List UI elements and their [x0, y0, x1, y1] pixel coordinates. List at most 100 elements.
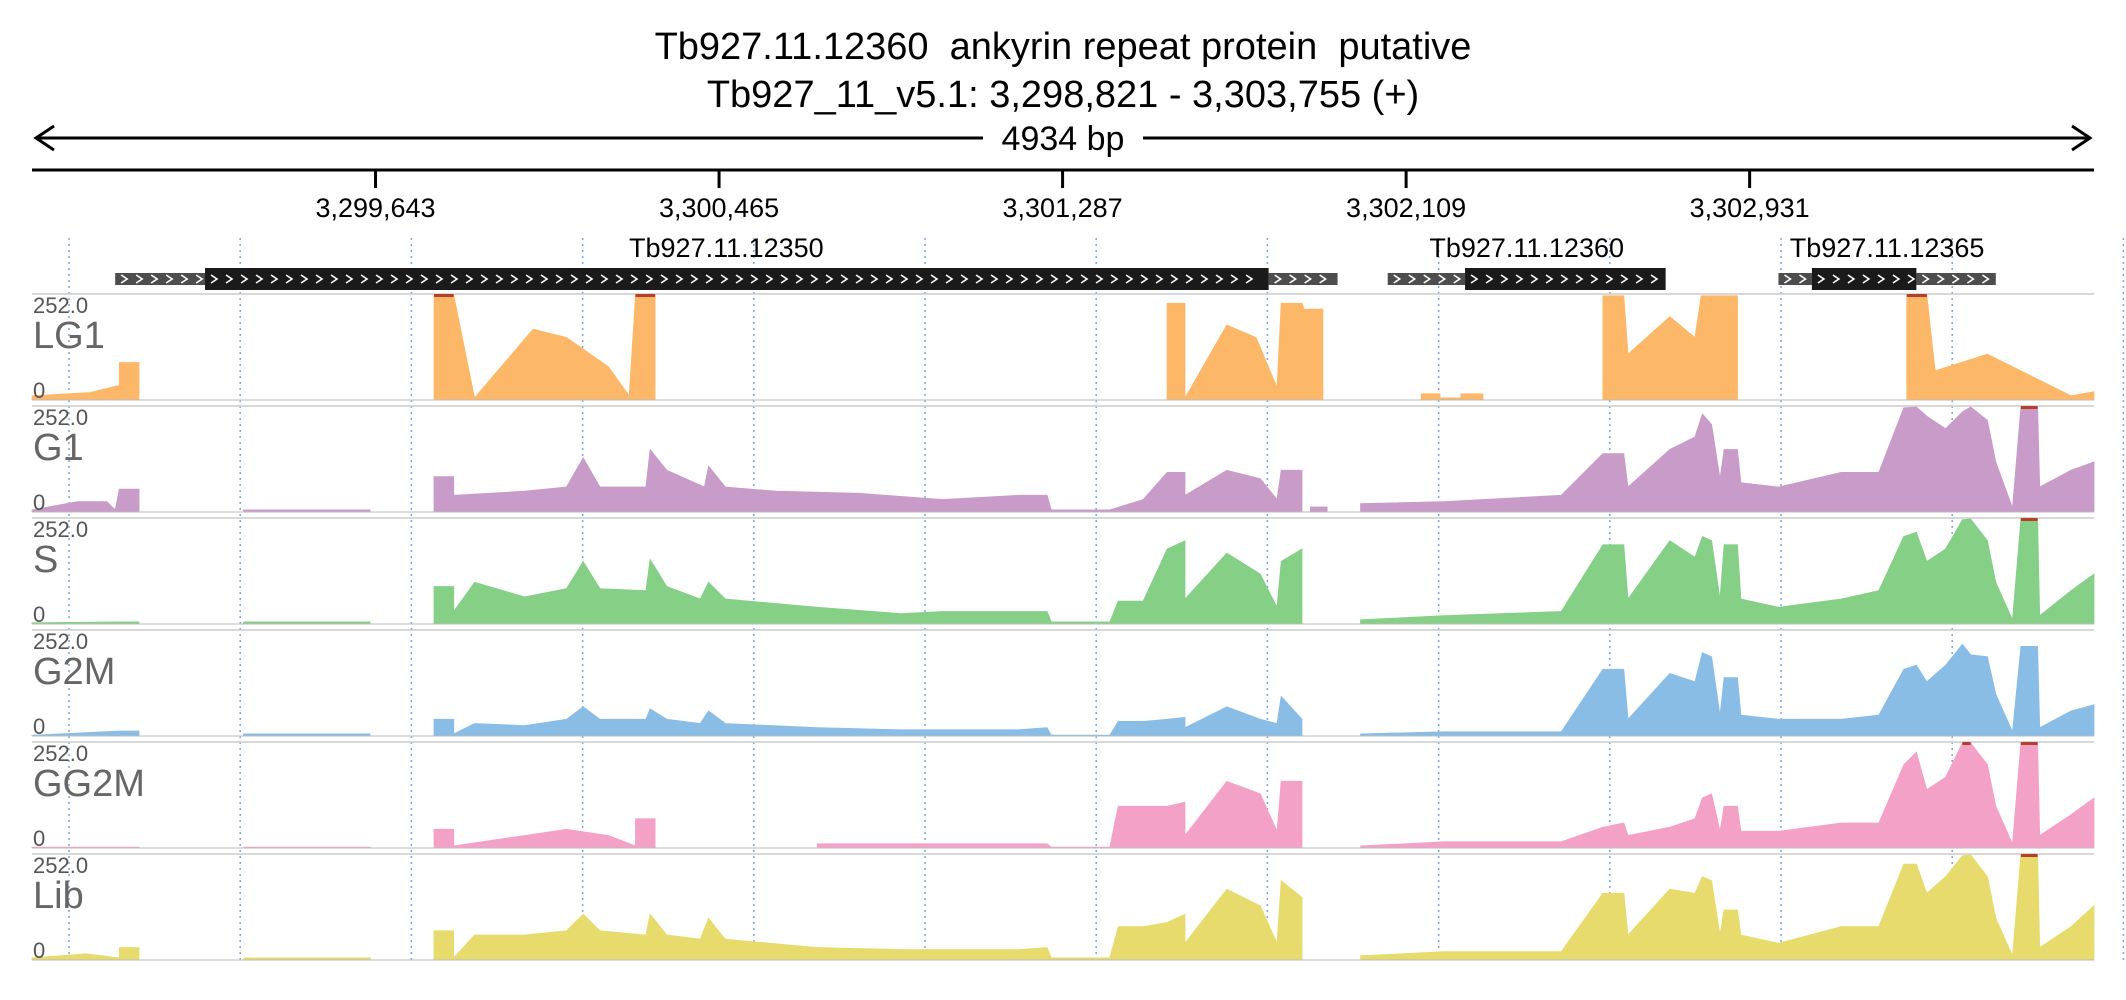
strand-arrow: [1095, 274, 1104, 284]
coverage-area: [31, 730, 140, 737]
coverage-area: [433, 448, 1303, 513]
strand-arrow: [435, 274, 444, 284]
ruler-tick-label: 3,301,287: [1003, 193, 1123, 223]
strand-arrow: [510, 274, 519, 284]
strand-arrow: [1784, 274, 1792, 284]
strand-arrow: [555, 274, 564, 284]
strand-arrow: [1921, 274, 1930, 284]
strand-arrow: [840, 274, 849, 284]
ruler-tick-label: 3,302,109: [1346, 193, 1466, 223]
ruler-tick-label: 3,302,931: [1690, 193, 1810, 223]
gene-label: Tb927.11.12350: [629, 233, 824, 263]
strand-arrow: [1408, 274, 1417, 284]
strand-arrow: [750, 274, 759, 284]
strand-arrow: [870, 274, 879, 284]
strand-arrow: [120, 274, 129, 284]
strand-arrow: [720, 274, 729, 284]
strand-arrow: [795, 274, 804, 284]
strand-arrow: [1393, 274, 1402, 284]
coverage-area: [433, 695, 1303, 737]
strand-arrow: [225, 274, 234, 284]
strand-arrow: [900, 274, 909, 284]
span-arrow-right-head: [2071, 124, 2093, 152]
strand-arrow: [1065, 274, 1074, 284]
strand-arrow: [465, 274, 474, 284]
track-ymin-label: 0: [33, 602, 45, 627]
strand-arrow: [780, 274, 789, 284]
gene-utr: [115, 273, 206, 285]
track-ymax-label: 252.0: [33, 741, 88, 766]
strand-arrow: [1515, 274, 1524, 284]
strand-arrow: [915, 274, 924, 284]
strand-arrow: [1170, 274, 1179, 284]
coverage-area: [1166, 302, 1324, 401]
strand-arrow: [540, 274, 549, 284]
coverage-area: [1602, 295, 1738, 401]
strand-arrow: [1289, 274, 1298, 284]
strand-arrow: [255, 274, 264, 284]
coverage-area: [433, 880, 1303, 961]
strand-arrow: [1485, 274, 1494, 284]
track-ymin-label: 0: [33, 826, 45, 851]
strand-arrow: [525, 274, 534, 284]
coverage-area: [1906, 294, 2095, 401]
gene-label: Tb927.11.12365: [1790, 233, 1985, 263]
gene-utr: [1387, 273, 1466, 285]
strand-arrow: [1230, 274, 1239, 284]
strand-arrow: [675, 274, 684, 284]
strand-arrow: [1200, 274, 1209, 284]
strand-arrow: [390, 274, 399, 284]
strand-arrow: [375, 274, 384, 284]
strand-arrow: [1438, 274, 1447, 284]
ruler-tick-label: 3,299,643: [315, 193, 435, 223]
strand-arrow: [165, 274, 174, 284]
strand-arrow: [1245, 274, 1254, 284]
strand-arrow: [1936, 274, 1945, 284]
strand-arrow: [1605, 274, 1614, 284]
strand-arrow: [990, 274, 999, 284]
strand-arrow: [1304, 274, 1313, 284]
strand-arrow: [1650, 274, 1659, 284]
strand-arrow: [1274, 274, 1283, 284]
strand-arrow: [1140, 274, 1149, 284]
coverage-area: [433, 294, 656, 401]
strand-arrow: [1319, 274, 1328, 284]
coverage-area: [31, 362, 140, 401]
gene-cds: [1811, 268, 1917, 290]
track-ymax-label: 252.0: [33, 293, 88, 318]
track-ymax-label: 252.0: [33, 853, 88, 878]
strand-arrow: [960, 274, 969, 284]
strand-arrow: [765, 274, 774, 284]
strand-arrow: [945, 274, 954, 284]
coverage-area: [31, 488, 140, 513]
strand-arrow: [1847, 274, 1856, 284]
strand-arrow: [1560, 274, 1569, 284]
coverage-tracks: 252.0LG10252.0G10252.0S0252.0G2M0252.0GG…: [31, 293, 2095, 963]
strand-arrow: [1907, 274, 1916, 284]
strand-arrow: [1892, 274, 1901, 284]
strand-arrow: [1530, 274, 1539, 284]
strand-arrow: [1215, 274, 1224, 284]
strand-arrow: [1862, 274, 1871, 284]
gene-label: Tb927.11.12360: [1429, 233, 1624, 263]
strand-arrow: [1635, 274, 1644, 284]
strand-arrow: [1981, 274, 1990, 284]
strand-arrow: [480, 274, 489, 284]
locus-title: Tb927_11_v5.1: 3,298,821 - 3,303,755 (+): [706, 74, 1420, 116]
track-ymax-label: 252.0: [33, 517, 88, 542]
track-name-label: Lib: [33, 875, 84, 917]
span-length-label: 4934 bp: [983, 118, 1143, 160]
strand-arrow: [1470, 274, 1479, 284]
strand-arrow: [420, 274, 429, 284]
strand-arrow: [450, 274, 459, 284]
strand-arrow: [1575, 274, 1584, 284]
strand-arrow: [1590, 274, 1599, 284]
strand-arrow: [1125, 274, 1134, 284]
track-name-label: G1: [33, 427, 84, 469]
strand-arrow: [330, 274, 339, 284]
gene-cds: [205, 268, 1269, 290]
strand-arrow: [1453, 274, 1462, 284]
strand-arrow: [855, 274, 864, 284]
strand-arrow: [180, 274, 189, 284]
coverage-area: [1420, 393, 1484, 401]
